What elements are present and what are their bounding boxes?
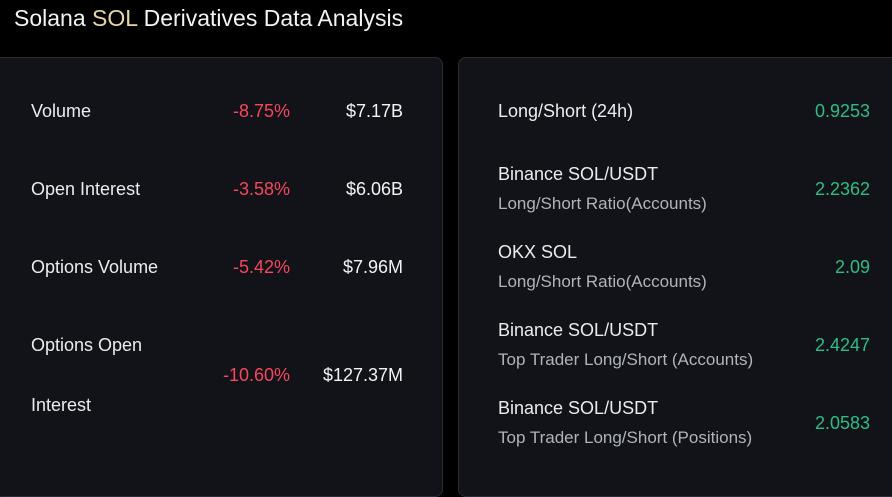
options-open-interest-change: -10.60%: [222, 365, 290, 385]
binance-top-trader-positions-value: 2.0583: [814, 413, 870, 433]
volume-change: -8.75%: [232, 101, 290, 121]
okx-ls-accounts-sublabel: Long/Short Ratio(Accounts): [498, 272, 707, 291]
volume-value: $7.17B: [345, 101, 403, 121]
open-interest-change: -3.58%: [232, 179, 290, 199]
okx-ls-accounts-label: OKX SOL: [498, 242, 578, 262]
binance-ls-accounts-sublabel: Long/Short Ratio(Accounts): [498, 194, 707, 213]
binance-top-trader-positions-sublabel: Top Trader Long/Short (Positions): [498, 428, 753, 447]
options-volume-value: $7.96M: [342, 257, 403, 277]
binance-top-trader-accounts-label: Binance SOL/USDT: [498, 320, 659, 340]
options-volume-label: Options Volume: [31, 257, 159, 277]
page-title: Solana SOL Derivatives Data Analysis: [14, 4, 403, 32]
page-title-rest: Derivatives Data Analysis: [137, 5, 404, 31]
okx-ls-accounts-value: 2.09: [834, 257, 870, 277]
options-open-interest-value: $127.37M: [322, 365, 403, 385]
binance-ls-accounts-value: 2.2362: [814, 179, 870, 199]
long-short-24h-label: Long/Short (24h): [498, 101, 634, 121]
page-title-symbol: SOL: [92, 5, 138, 31]
binance-ls-accounts-label: Binance SOL/USDT: [498, 164, 659, 184]
long-short-ratio-panel: [458, 57, 892, 497]
open-interest-value: $6.06B: [345, 179, 403, 199]
options-open-interest-label-line2: Interest: [31, 395, 92, 415]
long-short-24h-value: 0.9253: [814, 101, 870, 121]
binance-top-trader-accounts-sublabel: Top Trader Long/Short (Accounts): [498, 350, 754, 369]
options-open-interest-label-line1: Options Open: [31, 335, 143, 355]
binance-top-trader-positions-label: Binance SOL/USDT: [498, 398, 659, 418]
page-title-main: Solana: [14, 5, 93, 31]
options-volume-change: -5.42%: [232, 257, 290, 277]
derivatives-overview-panel: [0, 57, 443, 497]
binance-top-trader-accounts-value: 2.4247: [814, 335, 870, 355]
volume-label: Volume: [31, 101, 92, 121]
open-interest-label: Open Interest: [31, 179, 141, 199]
